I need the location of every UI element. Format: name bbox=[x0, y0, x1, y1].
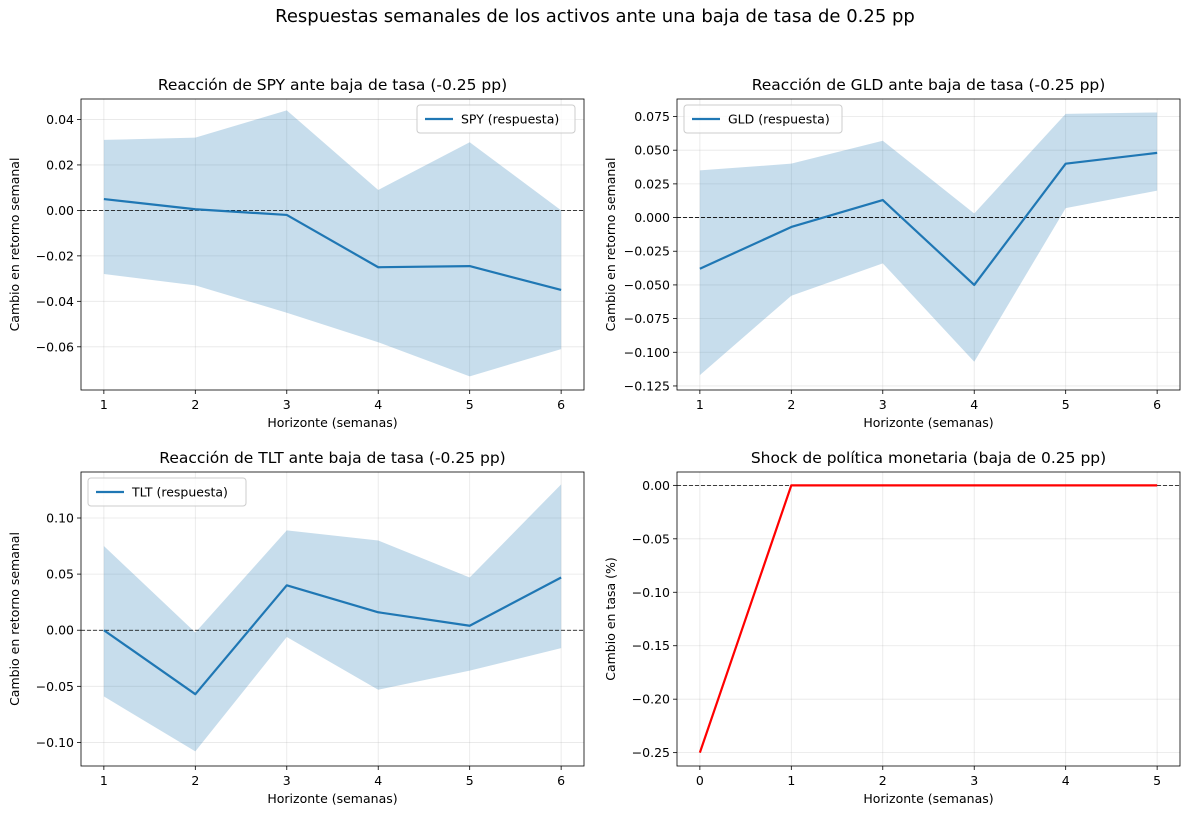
y-axis-label: Cambio en retorno semanal bbox=[7, 532, 22, 706]
x-tick-label: 3 bbox=[970, 773, 978, 788]
x-axis-label: Horizonte (semanas) bbox=[863, 791, 993, 806]
x-tick-label: 4 bbox=[374, 397, 382, 412]
legend-label: SPY (respuesta) bbox=[461, 112, 559, 127]
y-axis-label: Cambio en retorno semanal bbox=[7, 158, 22, 332]
y-tick-label: 0.04 bbox=[46, 112, 74, 127]
axes-frame bbox=[80, 98, 585, 391]
y-tick-label: −0.125 bbox=[624, 378, 670, 393]
series-line bbox=[699, 151, 1158, 287]
y-tick-label: −0.05 bbox=[632, 531, 670, 546]
chart-title: Reacción de SPY ante baja de tasa (-0.25… bbox=[158, 76, 507, 94]
x-tick-label: 6 bbox=[557, 397, 565, 412]
axes-frame bbox=[80, 471, 585, 767]
x-tick-label: 1 bbox=[100, 773, 108, 788]
x-tick-label: 2 bbox=[191, 773, 199, 788]
panel-tlt: 1 2 3 4 5 6 0.10 0.05 0.00 −0.05 −0.10 Reacción de … bbox=[7, 449, 585, 806]
confidence-band bbox=[103, 110, 562, 377]
x-axis-label: Horizonte (semanas) bbox=[863, 415, 993, 430]
y-tick-label: −0.25 bbox=[632, 745, 670, 760]
y-tick-label: −0.10 bbox=[632, 585, 670, 600]
y-tick-label: −0.20 bbox=[632, 692, 670, 707]
legend-label: GLD (respuesta) bbox=[728, 112, 830, 127]
y-tick-label: 0.05 bbox=[46, 567, 74, 582]
x-tick-label: 6 bbox=[1153, 397, 1161, 412]
y-tick-label: 0.050 bbox=[634, 143, 670, 158]
y-tick-label: −0.025 bbox=[624, 244, 670, 259]
series-line bbox=[698, 484, 1158, 753]
panel-gld: 1 2 3 4 5 6 0.075 0.050 0.025 0.000 −0.025 −0.050 −0… bbox=[603, 76, 1181, 430]
x-tick-label: 5 bbox=[466, 397, 474, 412]
y-tick-label: −0.100 bbox=[624, 345, 670, 360]
x-tick-label: 2 bbox=[787, 397, 795, 412]
y-tick-label: −0.15 bbox=[632, 638, 670, 653]
axes-frame bbox=[676, 471, 1181, 767]
series-line bbox=[103, 197, 562, 292]
confidence-band bbox=[103, 484, 562, 752]
x-axis-label: Horizonte (semanas) bbox=[267, 791, 397, 806]
y-tick-label: 0.075 bbox=[634, 109, 670, 124]
x-axis-label: Horizonte (semanas) bbox=[267, 415, 397, 430]
axes-frame bbox=[676, 98, 1181, 391]
y-tick-label: 0.000 bbox=[634, 210, 670, 225]
y-tick-label: 0.025 bbox=[634, 176, 670, 191]
y-tick-label: 0.00 bbox=[46, 623, 74, 638]
x-tick-label: 3 bbox=[283, 773, 291, 788]
x-tick-label: 5 bbox=[466, 773, 474, 788]
legend: TLT (respuesta) bbox=[87, 477, 247, 507]
y-tick-label: −0.02 bbox=[36, 248, 74, 263]
y-axis-label: Cambio en tasa (%) bbox=[603, 557, 618, 681]
x-tick-label: 2 bbox=[879, 773, 887, 788]
panel-spy: 1 2 3 4 5 6 0.04 0.02 0.00 −0.02 −0.04 −0.06 Reacció… bbox=[7, 76, 585, 430]
y-tick-label: −0.04 bbox=[36, 294, 74, 309]
x-tick-label: 3 bbox=[879, 397, 887, 412]
x-tick-label: 1 bbox=[787, 773, 795, 788]
y-tick-label: 0.02 bbox=[46, 157, 74, 172]
x-tick-label: 6 bbox=[557, 773, 565, 788]
y-tick-label: −0.10 bbox=[36, 735, 74, 750]
legend-box bbox=[416, 104, 576, 134]
legend: GLD (respuesta) bbox=[683, 104, 843, 134]
x-tick-label: 5 bbox=[1153, 773, 1161, 788]
x-tick-label: 2 bbox=[191, 397, 199, 412]
chart-title: Reacción de GLD ante baja de tasa (-0.25… bbox=[752, 76, 1106, 94]
legend-box bbox=[87, 477, 247, 507]
y-tick-label: −0.050 bbox=[624, 277, 670, 292]
y-tick-label: 0.10 bbox=[46, 511, 74, 526]
x-tick-label: 1 bbox=[100, 397, 108, 412]
x-tick-label: 4 bbox=[374, 773, 382, 788]
legend-box bbox=[683, 104, 843, 134]
panel-shock: 0 1 2 3 4 5 0.00 −0.05 −0.10 −0.15 −0.20 −0.25 Shock… bbox=[603, 449, 1181, 806]
chart-title: Shock de política monetaria (baja de 0.2… bbox=[751, 449, 1106, 467]
x-tick-label: 3 bbox=[283, 397, 291, 412]
y-tick-label: 0.00 bbox=[642, 478, 670, 493]
y-tick-label: −0.06 bbox=[36, 339, 74, 354]
figure-title: Respuestas semanales de los activos ante… bbox=[275, 6, 915, 27]
x-tick-label: 4 bbox=[1062, 773, 1070, 788]
series-line bbox=[103, 576, 562, 696]
chart-title: Reacción de TLT ante baja de tasa (-0.25… bbox=[159, 449, 505, 467]
x-tick-label: 0 bbox=[696, 773, 704, 788]
legend-label: TLT (respuesta) bbox=[131, 485, 228, 500]
x-tick-label: 4 bbox=[970, 397, 978, 412]
legend: SPY (respuesta) bbox=[416, 104, 576, 134]
y-tick-label: −0.05 bbox=[36, 679, 74, 694]
y-axis-label: Cambio en retorno semanal bbox=[603, 158, 618, 332]
x-tick-label: 1 bbox=[696, 397, 704, 412]
x-tick-label: 5 bbox=[1062, 397, 1070, 412]
y-tick-label: −0.075 bbox=[624, 311, 670, 326]
y-tick-label: 0.00 bbox=[46, 203, 74, 218]
